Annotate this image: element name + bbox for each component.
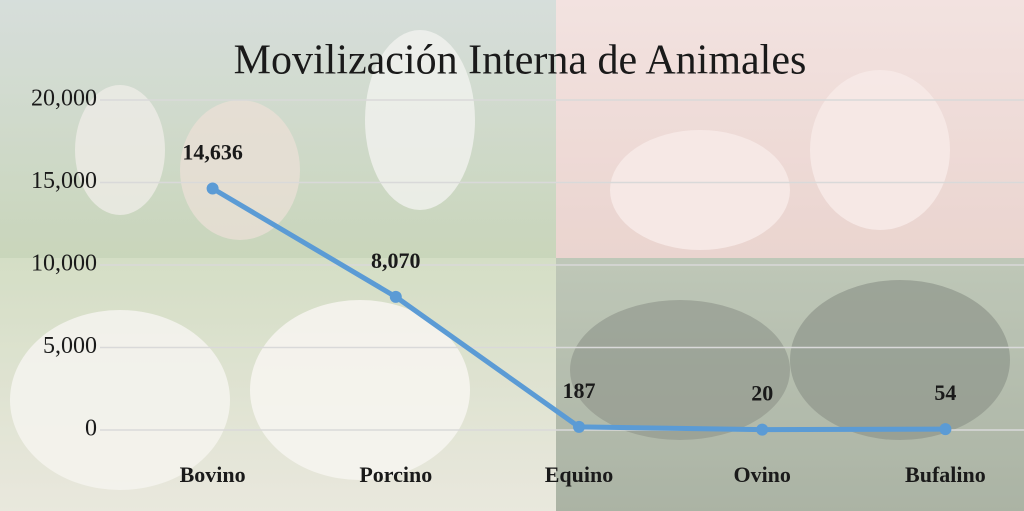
y-tick-label: 15,000 [31,168,97,194]
marker [939,423,952,436]
data-label: 20 [751,381,773,406]
marker [389,290,402,303]
y-tick-label: 0 [85,416,97,442]
data-label: 187 [563,378,596,403]
x-tick-label: Bovino [180,462,246,487]
x-tick-label: Bufalino [905,462,986,487]
x-tick-label: Ovino [733,462,790,487]
x-tick-label: Equino [545,462,614,487]
data-label: 14,636 [182,140,243,165]
y-tick-label: 10,000 [31,251,97,277]
y-tick-label: 20,000 [31,86,97,112]
marker [756,423,769,436]
x-tick-label: Porcino [359,462,432,487]
chart-title: Movilización Interna de Animales [234,38,807,84]
data-label: 54 [934,380,956,405]
data-label: 8,070 [371,248,421,273]
marker [206,182,219,195]
marker [573,420,585,433]
y-tick-label: 5,000 [43,333,97,359]
